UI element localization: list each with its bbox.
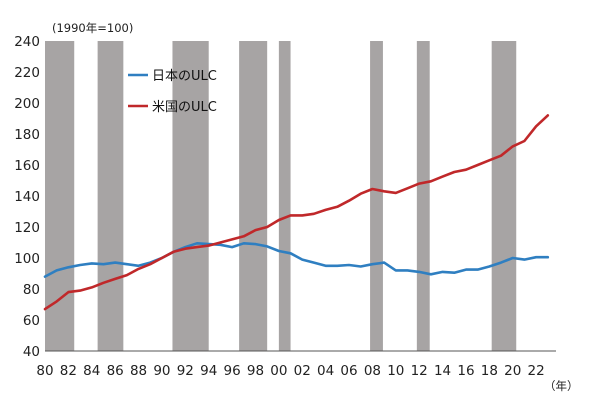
legend-label-us: 米国のULC [152, 100, 217, 115]
x-tick-label: 84 [83, 363, 100, 379]
recession-band [278, 41, 291, 351]
x-tick-label: 02 [294, 363, 311, 379]
series-line-us [43, 114, 550, 311]
x-tick-label: 92 [177, 363, 194, 379]
y-tick-label: 40 [23, 344, 40, 360]
x-tick-label: 06 [340, 363, 357, 379]
y-tick-label: 140 [14, 189, 40, 205]
recession-bands [45, 41, 517, 351]
x-tick-label: 18 [481, 363, 498, 379]
y-tick-label: 80 [23, 282, 40, 298]
series-line-japan [43, 242, 550, 278]
y-axis: 40 60 80 100 120 140 160 180 200 220 240 [14, 34, 40, 360]
x-tick-label: 10 [387, 363, 404, 379]
y-tick-label: 220 [14, 65, 40, 81]
x-tick-label: 12 [411, 363, 428, 379]
recession-band [239, 41, 268, 351]
y-tick-label: 240 [14, 34, 40, 50]
x-tick-label: 94 [200, 363, 217, 379]
x-tick-label: 08 [364, 363, 381, 379]
recession-band [416, 41, 430, 351]
x-tick-label: 14 [434, 363, 451, 379]
x-tick-label: 98 [247, 363, 264, 379]
x-tick-label: 16 [457, 363, 474, 379]
x-tick-label: 90 [153, 363, 170, 379]
x-axis-unit: （年） [544, 379, 579, 393]
x-tick-label: 20 [504, 363, 521, 379]
y-tick-label: 60 [23, 313, 40, 329]
recession-band [370, 41, 383, 351]
y-tick-label: 160 [14, 158, 40, 174]
y-tick-label: 120 [14, 220, 40, 236]
x-tick-label: 22 [528, 363, 545, 379]
x-tick-label: 96 [224, 363, 241, 379]
y-tick-label: 180 [14, 127, 40, 143]
legend-label-japan: 日本のULC [152, 69, 217, 84]
x-tick-label: 86 [107, 363, 124, 379]
unit-note: (1990年=100) [52, 21, 133, 35]
x-tick-label: 04 [317, 363, 334, 379]
x-tick-label: 82 [60, 363, 77, 379]
recession-band [491, 41, 517, 351]
x-axis: 80 82 84 86 88 90 92 94 96 98 00 02 04 06 08 10 12 14 16 18… [36, 350, 556, 379]
x-tick-label: 88 [130, 363, 147, 379]
recession-band [45, 41, 75, 351]
x-tick-label: 00 [270, 363, 287, 379]
legend: 日本のULC 米国のULC [128, 69, 217, 115]
recession-band [172, 41, 209, 351]
y-tick-label: 200 [14, 96, 40, 112]
recession-band [97, 41, 124, 351]
x-tick-label: 80 [36, 363, 53, 379]
y-tick-label: 100 [14, 251, 40, 267]
series-lines [43, 114, 550, 311]
